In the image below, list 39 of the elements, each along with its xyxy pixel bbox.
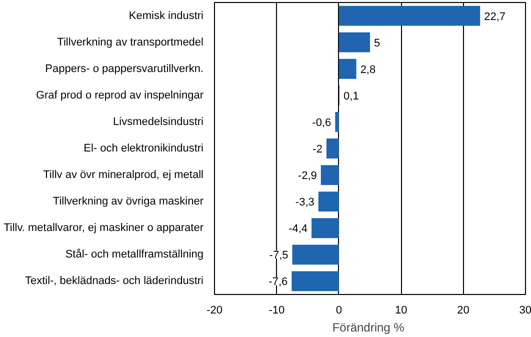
bar	[338, 58, 356, 79]
y-tick-label: Livsmedelsindustri	[113, 116, 204, 128]
bar	[326, 138, 339, 158]
y-tick-label: Textil-, beklädnads- och läderindustri	[24, 275, 204, 288]
data-label: -7,5	[269, 250, 288, 262]
data-label: 0,1	[344, 90, 359, 102]
bar	[318, 192, 339, 212]
data-label: -2,9	[298, 170, 317, 182]
x-tick-label: 30	[519, 304, 531, 316]
y-tick-label: Pappers- o pappersvarutillverkn.	[45, 62, 204, 75]
y-tick-label: Tillverkning av transportmedel	[57, 36, 204, 48]
y-tick-label: Tillv. metallvaror, ej maskiner o apparater	[4, 222, 204, 234]
x-tick-label: 20	[457, 304, 470, 316]
y-tick-label: Tillv av övr mineralprod, ej metall	[43, 169, 204, 182]
data-label: -3,3	[295, 196, 314, 209]
x-tick-label: 0	[336, 304, 342, 316]
data-label: -0,6	[312, 116, 332, 129]
y-tick-label: Kemisk industri	[128, 10, 204, 22]
data-label: 2,8	[360, 64, 376, 76]
x-tick-label: 10	[394, 304, 408, 316]
data-label: -7,6	[268, 276, 288, 288]
bar	[292, 271, 339, 292]
data-label: -4,4	[288, 223, 308, 236]
data-label: 22,7	[484, 10, 506, 23]
y-tick-label: Stål- och metallframställning	[65, 248, 204, 261]
y-tick-label: El- och elektronikindustri	[84, 142, 204, 154]
y-tick-label: Graf prod o reprod av inspelningar	[36, 89, 204, 102]
bar	[292, 244, 339, 265]
data-label: 5	[374, 37, 380, 50]
bar	[335, 112, 339, 132]
data-label: -2	[312, 144, 322, 156]
x-tick-label: -20	[206, 304, 222, 316]
x-axis-title: Förändring %	[332, 320, 405, 334]
x-tick-label: -10	[268, 304, 285, 316]
bar	[312, 218, 339, 238]
bar	[338, 32, 370, 52]
bar	[320, 165, 339, 185]
bar	[338, 6, 480, 26]
y-tick-label: Tillverkning av övriga maskiner	[52, 196, 204, 208]
